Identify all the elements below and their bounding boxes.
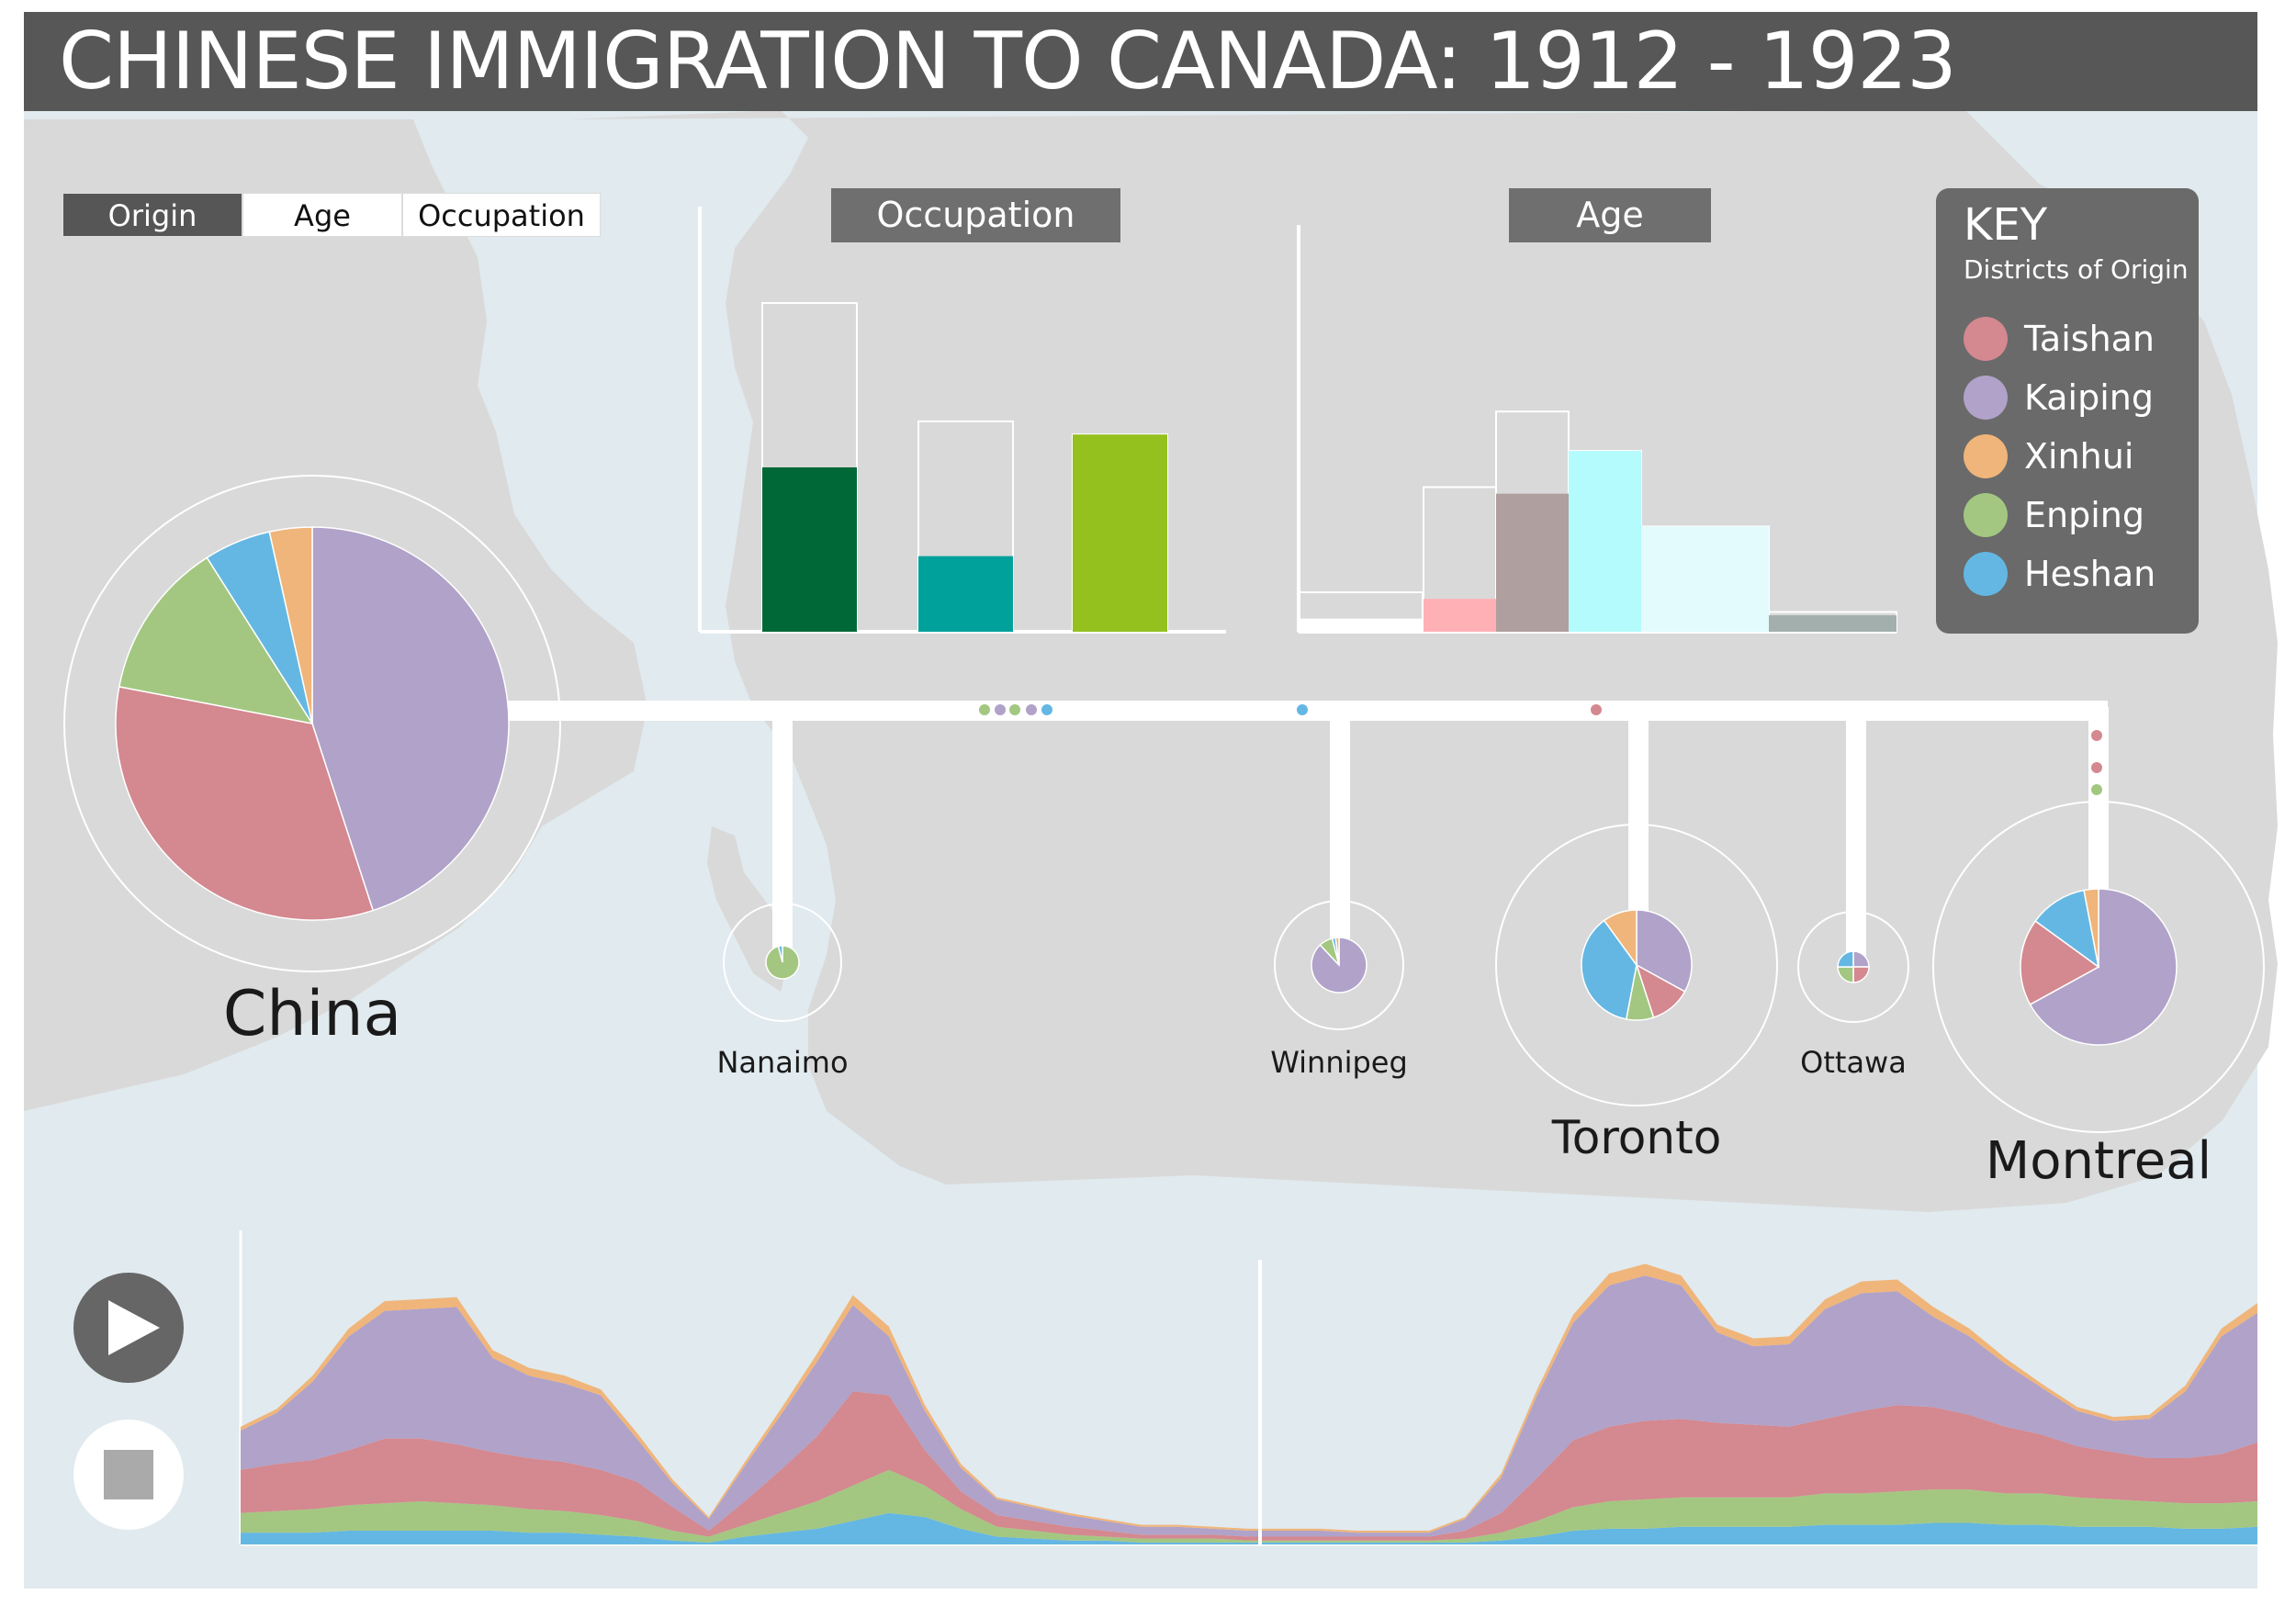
- migrant-dot: [1591, 704, 1602, 715]
- toronto-label: Toronto: [1551, 1111, 1722, 1164]
- winnipeg-label: Winnipeg: [1270, 1045, 1408, 1080]
- stop-button[interactable]: [73, 1420, 184, 1530]
- winnipeg-pie-slice: [1334, 937, 1340, 966]
- age-chart-title: Age: [1509, 188, 1711, 242]
- toronto-pie-slice: [1636, 909, 1693, 993]
- key-label: Heshan: [2024, 554, 2156, 594]
- branch-route: [772, 707, 793, 964]
- ottawa-pie-slice: [1837, 966, 1854, 983]
- montreal-pie-slice: [2029, 888, 2178, 1046]
- key-label: Xinhui: [2024, 436, 2134, 477]
- montreal-pie-slice: [2020, 919, 2100, 1005]
- ottawa-pie-slice: [1852, 966, 1870, 983]
- toronto-pie-slice: [1581, 919, 1638, 1020]
- age-chart: [1297, 225, 1897, 634]
- stream-enping: [241, 1469, 2257, 1543]
- ottawa-pie-ring: [1797, 911, 1909, 1023]
- migrant-dot: [979, 704, 990, 715]
- toronto-pie-ring: [1495, 824, 1778, 1106]
- key-panel: KEY Districts of Origin Taishan Kaiping …: [1936, 188, 2199, 634]
- nanaimo-pie-slice: [777, 945, 783, 963]
- age-bar: [1569, 451, 1641, 632]
- tab-origin[interactable]: Origin: [62, 193, 242, 237]
- china-pie-slice: [311, 526, 510, 912]
- nanaimo-label: Nanaimo: [716, 1045, 849, 1080]
- china-pie-slice: [118, 556, 314, 725]
- china-pie-slice: [268, 526, 313, 724]
- nanaimo-pie-ring: [723, 903, 842, 1022]
- stream-taishan: [241, 1391, 2257, 1541]
- toronto-pie-slice: [1603, 909, 1638, 968]
- tab-age[interactable]: Age: [242, 193, 402, 237]
- page-title: CHINESE IMMIGRATION TO CANADA: 1912 - 19…: [59, 16, 1957, 107]
- migrant-dot: [1026, 704, 1037, 715]
- occupation-bar: [918, 556, 1013, 632]
- montreal-pie-ring: [1932, 801, 2265, 1133]
- heshan-swatch: [1964, 552, 2008, 596]
- stop-icon: [104, 1450, 153, 1499]
- title-bar: CHINESE IMMIGRATION TO CANADA: 1912 - 19…: [24, 12, 2257, 111]
- key-label: Taishan: [2024, 319, 2155, 359]
- montreal-pie-slice: [2083, 888, 2099, 968]
- key-label: Kaiping: [2024, 377, 2154, 418]
- key-subtitle: Districts of Origin: [1964, 254, 2189, 285]
- china-label: China: [222, 978, 402, 1050]
- stream-xinhui: [241, 1263, 2257, 1533]
- occupation-chart: [698, 207, 1226, 634]
- occupation-bar: [1073, 434, 1167, 632]
- ottawa-pie-slice: [1852, 950, 1870, 968]
- occupation-chart-title: Occupation: [831, 188, 1120, 242]
- age-bar: [1299, 618, 1423, 632]
- age-bar: [1641, 526, 1769, 632]
- montreal-label: Montreal: [1985, 1131, 2212, 1191]
- branch-route: [1846, 707, 1866, 964]
- branch-route: [1628, 707, 1649, 927]
- migration-network: [505, 701, 2109, 964]
- occupation-bar: [762, 467, 857, 632]
- winnipeg-pie-ring: [1274, 900, 1404, 1030]
- migrant-dot: [2091, 784, 2102, 795]
- china-pie-ring: [63, 475, 561, 972]
- xinhui-swatch: [1964, 434, 2008, 478]
- key-label: Enping: [2024, 495, 2144, 535]
- kaiping-swatch: [1964, 376, 2008, 420]
- tab-occupation[interactable]: Occupation: [402, 193, 601, 237]
- china-pie-slice: [115, 686, 375, 921]
- migrant-dot: [995, 704, 1006, 715]
- play-button[interactable]: [73, 1273, 184, 1383]
- migrant-dot: [1297, 704, 1308, 715]
- ottawa-label: Ottawa: [1800, 1045, 1907, 1080]
- migrant-dot: [2091, 762, 2102, 773]
- district-pies: [63, 475, 2265, 1133]
- play-icon: [108, 1300, 160, 1355]
- timeline-streamgraph[interactable]: [239, 1230, 2257, 1546]
- stream-kaiping: [241, 1275, 2257, 1537]
- vancouver-island: [707, 826, 790, 992]
- taishan-swatch: [1964, 317, 2008, 361]
- migrant-dot: [1009, 704, 1020, 715]
- ottawa-pie-slice: [1837, 950, 1854, 968]
- age-bar: [1496, 493, 1569, 632]
- branch-route: [1330, 707, 1350, 946]
- migrant-dot: [1041, 704, 1052, 715]
- migrant-dot: [2091, 730, 2102, 741]
- age-bar: [1424, 599, 1496, 632]
- branch-route: [2088, 707, 2109, 918]
- key-title: KEY: [1964, 199, 2048, 251]
- age-bar: [1769, 615, 1896, 632]
- enping-swatch: [1964, 493, 2008, 537]
- montreal-pie-slice: [2034, 889, 2100, 969]
